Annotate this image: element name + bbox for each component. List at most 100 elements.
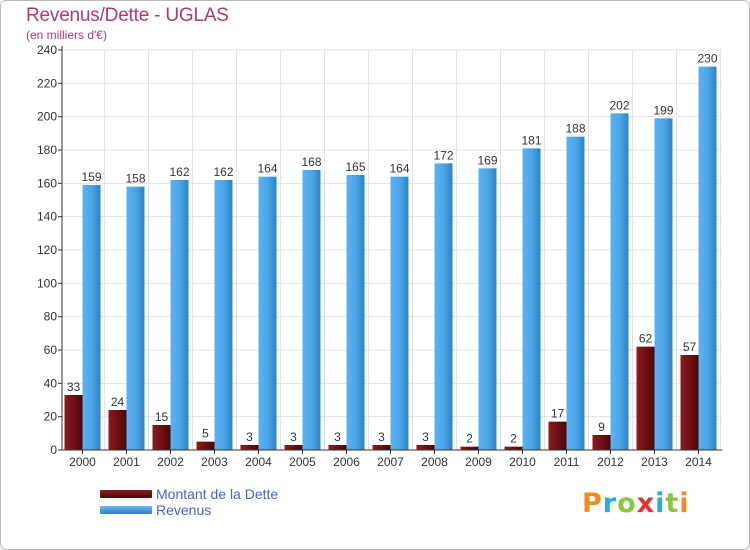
revenue-value-label: 165 (345, 160, 365, 174)
x-tick-label: 2000 (69, 455, 96, 469)
y-tick-label: 220 (37, 76, 57, 90)
revenue-bar (302, 170, 321, 450)
legend-label-revenue: Revenus (156, 502, 212, 518)
debt-value-label: 3 (422, 430, 429, 444)
revenue-bar (478, 168, 497, 451)
x-tick-label: 2007 (377, 455, 404, 469)
y-tick-label: 0 (50, 443, 57, 457)
revenue-value-label: 164 (257, 162, 277, 176)
revenue-value-label: 162 (213, 165, 233, 179)
x-tick-label: 2014 (685, 455, 712, 469)
logo-letter: P (582, 488, 603, 519)
y-tick-label: 180 (37, 143, 57, 157)
revenue-bar (390, 176, 409, 450)
y-tick-label: 40 (44, 376, 58, 390)
x-tick-label: 2009 (465, 455, 492, 469)
revenue-bar (654, 118, 673, 450)
logo-letter: i (655, 488, 666, 519)
revenue-value-label: 162 (169, 165, 189, 179)
x-tick-label: 2002 (157, 455, 184, 469)
debt-value-label: 3 (290, 430, 297, 444)
revenue-value-label: 181 (521, 133, 541, 147)
revenue-value-label: 188 (565, 122, 585, 136)
revenue-value-label: 230 (697, 52, 717, 66)
debt-bar (592, 435, 611, 450)
revenue-bar (82, 185, 101, 450)
debt-bar (64, 395, 83, 450)
debt-bar (108, 410, 127, 450)
x-tick-label: 2001 (113, 455, 140, 469)
debt-value-label: 33 (67, 380, 81, 394)
debt-bar (416, 445, 435, 450)
y-tick-label: 240 (37, 43, 57, 57)
revenue-bar (698, 66, 717, 451)
debt-bar (548, 421, 567, 450)
x-tick-label: 2013 (641, 455, 668, 469)
x-tick-label: 2006 (333, 455, 360, 469)
x-tick-label: 2012 (597, 455, 624, 469)
x-tick-label: 2010 (509, 455, 536, 469)
debt-value-label: 2 (510, 432, 517, 446)
revenue-bar (346, 175, 365, 450)
debt-value-label: 17 (551, 407, 565, 421)
debt-bar (328, 445, 347, 450)
revenue-value-label: 169 (477, 153, 497, 167)
debt-value-label: 57 (683, 340, 697, 354)
bars-layer: 3315924158151625162316431683165316431722… (64, 52, 718, 451)
y-tick-label: 200 (37, 110, 57, 124)
debt-bar (460, 446, 479, 450)
revenue-bar (258, 176, 277, 450)
revenue-bar (126, 186, 145, 450)
chart-title: Revenus/Dette - UGLAS (26, 5, 229, 26)
revenue-bar (434, 163, 453, 451)
debt-value-label: 24 (111, 395, 125, 409)
x-tick-label: 2011 (554, 455, 580, 469)
debt-bar (680, 355, 699, 450)
revenue-value-label: 202 (609, 98, 629, 112)
legend-label-debt: Montant de la Dette (156, 486, 279, 502)
debt-value-label: 3 (378, 430, 385, 444)
debt-bar (636, 346, 655, 450)
logo-letter: x (636, 488, 656, 519)
debt-bar (196, 441, 215, 450)
legend-swatch-revenue (100, 506, 152, 514)
revenue-bar (522, 148, 541, 451)
x-tick-label: 2003 (201, 455, 228, 469)
revenue-value-label: 168 (301, 155, 321, 169)
logo-letter: r (602, 488, 618, 519)
proxiti-logo: Proxiti (582, 488, 690, 519)
revenue-bar (610, 113, 629, 450)
debt-value-label: 9 (598, 420, 605, 434)
debt-value-label: 3 (246, 430, 253, 444)
revenue-value-label: 199 (653, 103, 673, 117)
revenue-value-label: 172 (433, 148, 453, 162)
debt-value-label: 2 (466, 432, 473, 446)
y-tick-label: 120 (37, 243, 57, 257)
x-tick-label: 2008 (421, 455, 448, 469)
revenue-bar (170, 180, 189, 450)
debt-bar (240, 445, 259, 450)
debt-value-label: 62 (639, 332, 653, 346)
debt-bar (504, 446, 523, 450)
y-tick-label: 140 (37, 210, 57, 224)
debt-value-label: 3 (334, 430, 341, 444)
revenue-bar (566, 136, 585, 450)
axis-layer: 0 20 40 60 80 100 120 140 160 180 200 220 240 2000 200… (37, 43, 722, 469)
debt-value-label: 5 (202, 427, 209, 441)
chart-subtitle: (en milliers d'€) (26, 28, 107, 42)
x-tick-label: 2004 (245, 455, 272, 469)
y-tick-label: 160 (37, 176, 57, 190)
legend-swatch-debt (100, 490, 152, 498)
logo-letter: o (617, 488, 637, 519)
debt-bar (372, 445, 391, 450)
y-tick-label: 100 (37, 276, 57, 290)
revenue-value-label: 158 (125, 172, 145, 186)
revenue-bar (214, 180, 233, 450)
y-tick-label: 80 (44, 310, 58, 324)
y-tick-label: 60 (44, 343, 58, 357)
logo-letter: t (665, 488, 680, 519)
revenue-value-label: 159 (81, 170, 101, 184)
x-tick-label: 2005 (289, 455, 316, 469)
debt-bar (284, 445, 303, 450)
